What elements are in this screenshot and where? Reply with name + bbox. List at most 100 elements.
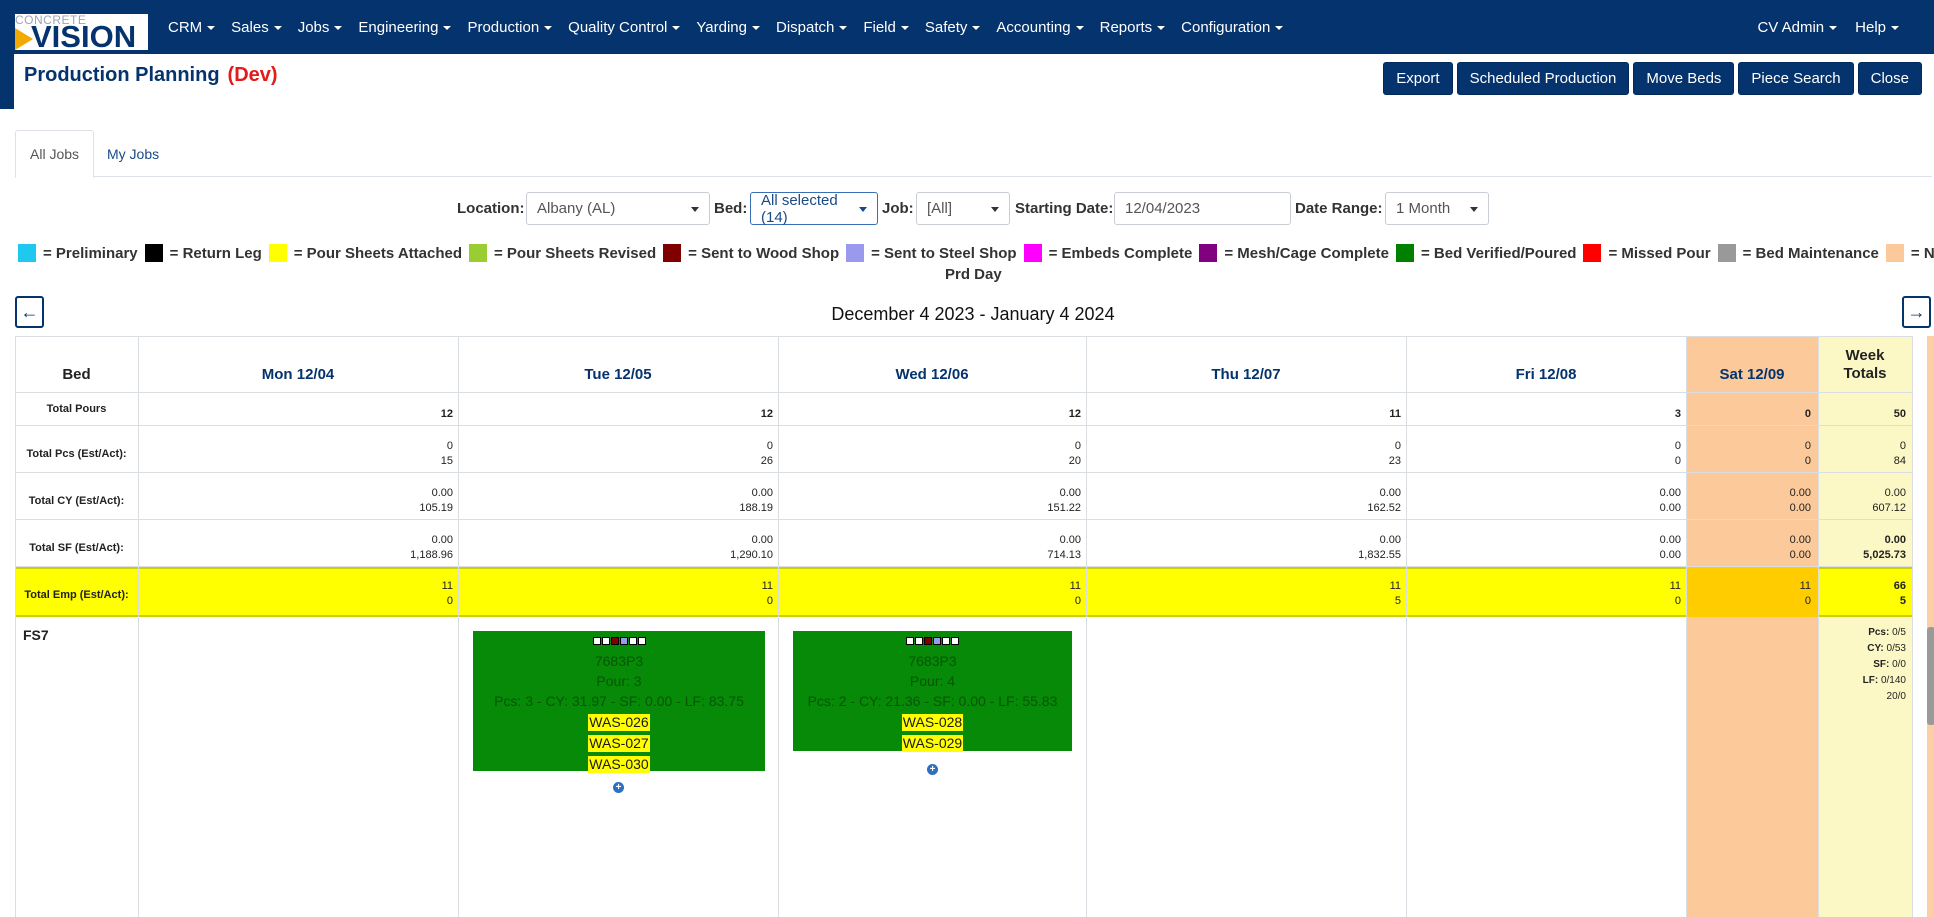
next-range-button[interactable]: → [1902, 296, 1931, 328]
menu-configuration[interactable]: Configuration [1173, 19, 1291, 36]
bed-name[interactable]: FS7 [23, 627, 49, 643]
summary-cell-value: 0 [1804, 595, 1811, 607]
legend-item: = Mesh/Cage Complete [1199, 244, 1389, 262]
bed-multiselect[interactable]: All selected (14) [750, 192, 878, 226]
summary-cell-value: 0.00 [1059, 487, 1081, 499]
row-label-total-pcs: Total Pcs (Est/Act): [26, 448, 127, 460]
summary-cell-value: 11 [1389, 408, 1401, 420]
legend-label: = Sent to Wood Shop [688, 244, 840, 262]
menu-jobs[interactable]: Jobs [290, 19, 351, 36]
legend-swatch [144, 244, 163, 262]
summary-cell-value: 0 [1674, 455, 1681, 467]
status-square [933, 637, 941, 645]
menu-cv-admin[interactable]: CV Admin [1748, 19, 1846, 36]
pour-number: Pour: 4 [909, 673, 956, 689]
legend-swatch [1583, 244, 1602, 262]
day-header-fri[interactable]: Fri 12/08 [1515, 366, 1577, 383]
menu-help[interactable]: Help [1846, 19, 1908, 36]
summary-cell-value: 0 [1394, 440, 1401, 452]
previous-range-button[interactable]: ← [15, 296, 44, 328]
menu-crm[interactable]: CRM [160, 19, 223, 36]
piece-mark[interactable]: WAS-027 [588, 735, 650, 752]
menu-engineering[interactable]: Engineering [350, 19, 459, 36]
legend-item: = Bed Verified/Poured [1396, 244, 1576, 262]
grid-line [1818, 336, 1819, 917]
summary-cell-value: 1,188.96 [410, 549, 453, 561]
summary-cell-value: 23 [1388, 455, 1401, 467]
summary-cell-value: 11 [441, 580, 453, 592]
move-beds-button[interactable]: Move Beds [1633, 62, 1735, 95]
menu-field[interactable]: Field [855, 19, 917, 36]
job-tabs: All Jobs My Jobs [15, 130, 1932, 178]
menu-label: CV Admin [1757, 18, 1825, 36]
location-select[interactable]: Albany (AL) [526, 192, 710, 225]
user-menu: CV Admin Help [1748, 0, 1908, 54]
page-title-text: Production Planning [24, 64, 220, 86]
concrete-vision-logo[interactable]: CONCRETE VISION [15, 13, 148, 52]
summary-cell-value: 15 [440, 455, 453, 467]
add-pour-icon[interactable]: + [613, 782, 624, 793]
legend-label: = Preliminary [43, 244, 138, 262]
piece-mark[interactable]: WAS-028 [901, 714, 964, 731]
day-header-tue[interactable]: Tue 12/05 [584, 366, 652, 383]
menu-label: Field [863, 18, 896, 36]
tab-my-jobs[interactable]: My Jobs [107, 145, 160, 162]
day-header-sat[interactable]: Sat 12/09 [1719, 366, 1785, 383]
summary-cell-value: 0.00 [431, 487, 453, 499]
pour-card[interactable]: 7683P3 Pour: 3 Pcs: 3 - CY: 31.97 - SF: … [473, 631, 765, 773]
menu-sales[interactable]: Sales [223, 19, 290, 36]
piece-mark[interactable]: WAS-030 [588, 756, 650, 773]
piece-mark[interactable]: WAS-029 [901, 735, 964, 752]
menu-label: Accounting [996, 18, 1071, 36]
summary-cell-value: 0.00 [1789, 534, 1811, 546]
menu-label: CRM [168, 18, 203, 36]
date-range-select[interactable]: 1 Month [1385, 192, 1489, 225]
menu-accounting[interactable]: Accounting [988, 19, 1091, 36]
grid-line [15, 392, 1912, 393]
menu-label: Dispatch [775, 18, 835, 36]
add-pour-icon[interactable]: + [927, 764, 938, 775]
job-select[interactable]: [All] [916, 192, 1010, 225]
day-header-mon[interactable]: Mon 12/04 [261, 366, 335, 383]
export-button[interactable]: Export [1383, 62, 1453, 95]
day-header-thu[interactable]: Thu 12/07 [1211, 366, 1281, 383]
tab-all-jobs[interactable]: All Jobs [15, 130, 95, 178]
starting-date-label: Starting Date: [1015, 200, 1114, 217]
pour-job-number: 7683P3 [908, 653, 957, 669]
menu-yarding[interactable]: Yarding [688, 19, 768, 36]
scheduled-production-button[interactable]: Scheduled Production [1456, 62, 1630, 95]
vertical-scrollbar-thumb[interactable] [1927, 627, 1934, 725]
vertical-scrollbar-track[interactable] [1927, 336, 1934, 917]
summary-cell-value: 0 [766, 440, 773, 452]
piece-search-button[interactable]: Piece Search [1738, 62, 1854, 95]
legend-item: = Sent to Steel Shop [846, 244, 1017, 262]
menu-dispatch[interactable]: Dispatch [768, 19, 855, 36]
summary-cell-value: 12 [1068, 408, 1081, 420]
caret-down-icon [751, 25, 760, 30]
legend-label: = Pour Sheets Attached [293, 244, 462, 262]
close-button[interactable]: Close [1857, 62, 1922, 95]
menu-reports[interactable]: Reports [1092, 19, 1174, 36]
menu-production[interactable]: Production [459, 19, 560, 36]
pour-card[interactable]: 7683P3 Pour: 4 Pcs: 2 - CY: 21.36 - SF: … [793, 631, 1072, 752]
summary-cell-value: 11 [1799, 580, 1811, 592]
week-totals-header: Week Totals [1818, 336, 1912, 392]
grid-line [15, 566, 1912, 567]
summary-cell-value: 0.00 [1659, 534, 1681, 546]
date-range-title: December 4 2023 - January 4 2024 [831, 304, 1115, 324]
starting-date-input[interactable]: 12/04/2023 [1114, 192, 1291, 225]
menu-quality-control[interactable]: Quality Control [560, 19, 688, 36]
summary-cell-value: 1,832.55 [1358, 549, 1401, 561]
summary-cell-value: 0 [446, 440, 453, 452]
location-value: Albany (AL) [537, 200, 616, 217]
piece-mark[interactable]: WAS-026 [588, 714, 650, 731]
grid-line [138, 336, 139, 917]
day-header-wed[interactable]: Wed 12/06 [895, 366, 969, 383]
legend-item: = Bed Maintenance [1717, 244, 1879, 262]
grid-line [1086, 336, 1087, 917]
grid-line [1686, 336, 1687, 917]
menu-safety[interactable]: Safety [917, 19, 989, 36]
grid-line [458, 336, 459, 917]
grid-line [15, 519, 1912, 520]
summary-cell-value: 0.00 [1379, 487, 1401, 499]
